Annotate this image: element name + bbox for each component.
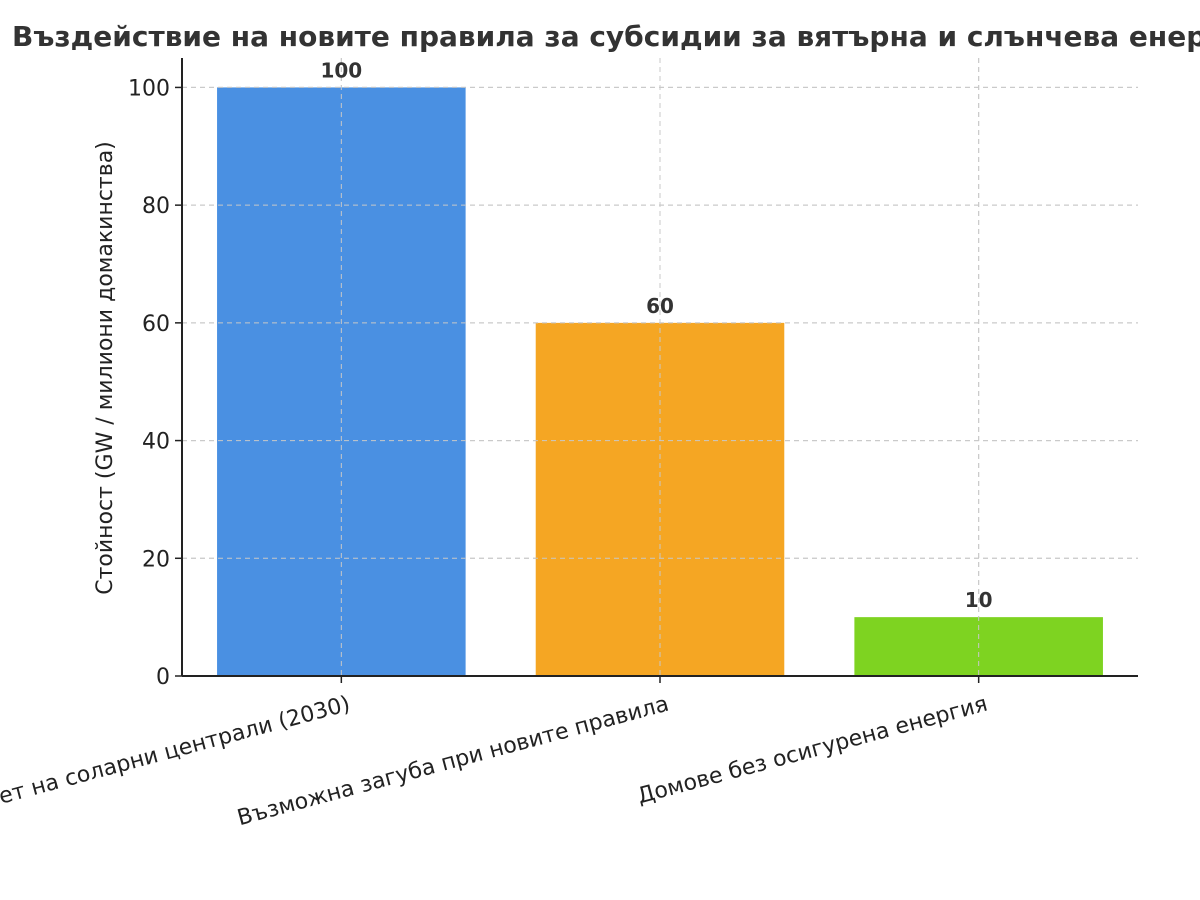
bar-value-label: 100	[320, 58, 362, 82]
y-axis-label: Стойност (GW / милиони домакинства)	[93, 141, 118, 595]
x-tick-label: Планиран капацитет на соларни централи (…	[0, 692, 353, 867]
x-tick-label: Домове без осигурена енергия	[635, 692, 990, 810]
y-tick-label: 100	[128, 76, 170, 101]
labels: 0 20 40 60 80 100 100 60 10 Планиран капацитет на…	[0, 58, 993, 866]
bar-value-label: 10	[965, 588, 993, 612]
y-tick-label: 60	[142, 312, 170, 337]
y-tick-label: 40	[142, 430, 170, 455]
y-tick-label: 80	[142, 194, 170, 219]
y-tick-label: 0	[156, 665, 170, 690]
bars	[182, 58, 1138, 676]
y-tick-label: 20	[142, 547, 170, 572]
bar-value-label: 60	[646, 294, 674, 318]
axes	[175, 58, 1138, 683]
chart-title: Въздействие на новите правила за субсиди…	[12, 20, 1200, 53]
